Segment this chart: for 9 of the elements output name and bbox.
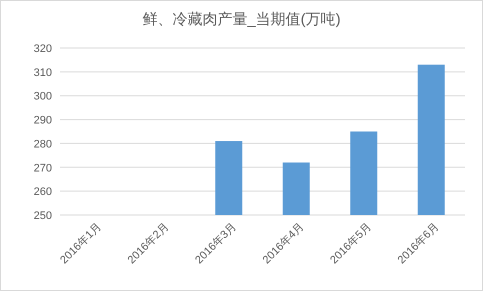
chart-title: 鲜、冷藏肉产量_当期值(万吨) [142, 11, 341, 28]
y-tick-label: 260 [34, 186, 52, 198]
y-tick-label: 250 [34, 210, 52, 222]
y-tick-label: 290 [34, 114, 52, 127]
y-tick-label: 320 [34, 43, 52, 55]
y-tick-label: 280 [34, 138, 52, 150]
y-tick-label: 300 [34, 90, 52, 103]
y-tick-label: 310 [34, 66, 52, 79]
y-tick-label: 270 [34, 162, 52, 174]
